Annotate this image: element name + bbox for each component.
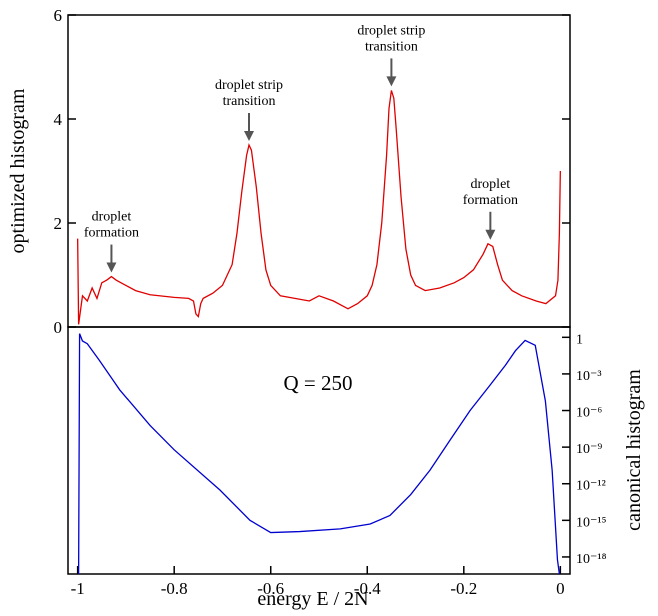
- y2-tick-label: 10⁻¹⁵: [576, 515, 607, 530]
- annotation: formation: [84, 226, 139, 241]
- annotation: droplet: [92, 210, 132, 225]
- annotation: formation: [463, 193, 518, 208]
- plot-frame: [67, 326, 571, 575]
- arrow-head: [244, 131, 255, 141]
- y2-tick-label: 1: [576, 332, 583, 347]
- y-tick-label: 6: [54, 6, 63, 25]
- x-tick-label: 0: [556, 579, 565, 598]
- y-tick-label: 2: [54, 214, 63, 233]
- annotation: Q = 250: [283, 371, 352, 395]
- annotation: transition: [223, 94, 276, 109]
- y-tick-label: 0: [54, 318, 63, 337]
- y-tick-label: 4: [54, 110, 63, 129]
- arrow-head: [386, 76, 397, 87]
- x-axis-label: energy E / 2N: [257, 588, 368, 610]
- annotation: droplet strip: [357, 23, 425, 38]
- x-tick-label: -1: [71, 579, 85, 598]
- plot-frame: [67, 14, 571, 328]
- y2-tick-label: 10⁻³: [576, 369, 602, 384]
- arrow-head: [485, 229, 496, 240]
- y2-tick-label: 10⁻⁶: [576, 406, 602, 421]
- annotation: transition: [365, 39, 418, 54]
- y2-tick-label: 10⁻¹⁸: [576, 552, 607, 567]
- x-tick-label: -0.4: [354, 579, 381, 598]
- y2-tick-label: 10⁻⁹: [576, 442, 602, 457]
- y2-tick-label: 10⁻¹²: [576, 479, 606, 494]
- annotation: droplet strip: [215, 78, 283, 93]
- arrow-head: [106, 262, 117, 273]
- x-tick-label: -0.2: [450, 579, 477, 598]
- x-tick-label: -0.8: [161, 579, 188, 598]
- annotation: droplet: [471, 177, 511, 192]
- data-line: [77, 90, 561, 325]
- x-tick-label: -0.6: [257, 579, 284, 598]
- data-line: [77, 333, 561, 575]
- y-axis-label: optimized histogram: [7, 88, 29, 253]
- y2-axis-label: canonical histogram: [623, 369, 645, 531]
